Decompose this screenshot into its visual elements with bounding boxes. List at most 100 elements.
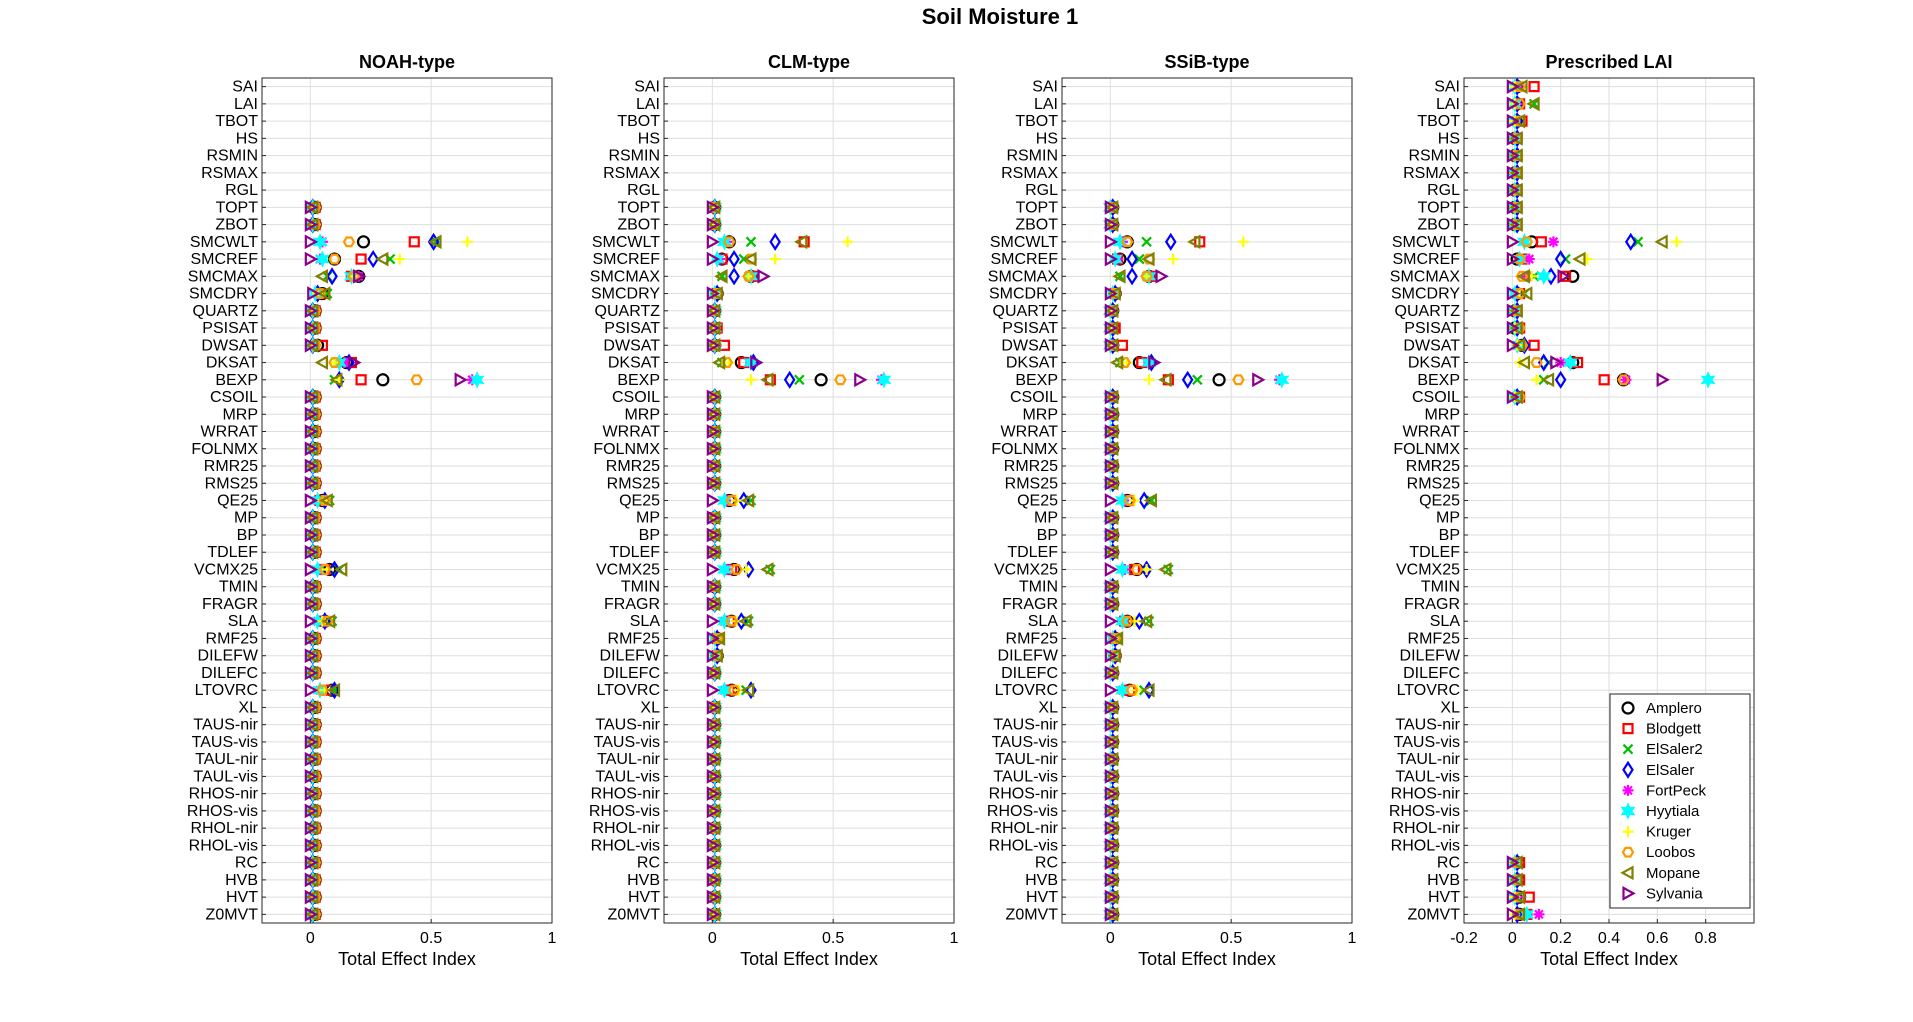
y-tick-label-wrrat: WRRAT: [603, 424, 661, 441]
y-tick-label-taus-nir: TAUS-nir: [595, 717, 660, 734]
point-sylvania-smcmax: [353, 268, 367, 284]
data-points: [1102, 198, 1290, 924]
y-tick-label-taul-nir: TAUL-nir: [597, 751, 660, 768]
x-axis-label: Total Effect Index: [1138, 949, 1276, 969]
x-tick-label: 0.5: [1220, 930, 1242, 947]
point-sylvania-topt: [1104, 199, 1119, 215]
point-mopane-dksat: [1516, 355, 1531, 370]
point-elsaler2-bexp: [794, 374, 805, 386]
point-sylvania-smcdry: [706, 286, 721, 301]
point-mopane-sla: [321, 613, 336, 629]
y-tick-label-smcdry: SMCDRY: [591, 286, 660, 303]
y-tick-label-ltovrc: LTOVRC: [1397, 682, 1460, 699]
y-tick-label-topt: TOPT: [618, 199, 661, 216]
y-tick-label-psisat: PSISAT: [1404, 320, 1460, 337]
point-sylvania-rhol-vis: [706, 838, 721, 853]
y-tick-label-rhol-vis: RHOL-vis: [1391, 837, 1460, 854]
point-blodgett-smcref: [355, 253, 367, 265]
point-sylvania-rms25: [1104, 475, 1119, 491]
point-loobos-smcwlt: [1120, 236, 1134, 248]
y-tick-label-mrp: MRP: [1022, 406, 1058, 423]
y-tick-label-dilefw: DILEFW: [198, 648, 259, 665]
y-tick-label-folnmx: FOLNMX: [191, 441, 258, 458]
y-tick-label-rsmin: RSMIN: [206, 148, 258, 165]
y-tick-label-sai: SAI: [1032, 79, 1058, 96]
point-mopane-dilefw: [709, 648, 723, 664]
y-tick-label-ltovrc: LTOVRC: [995, 682, 1058, 699]
x-tick-label: 0.6: [1646, 930, 1668, 947]
point-sylvania-mrp: [1104, 406, 1119, 422]
point-fortpeck-smcref: [1523, 253, 1535, 265]
point-mopane-smcref: [1141, 251, 1155, 267]
point-blodgett-bexp: [355, 374, 367, 386]
point-loobos-dksat: [1118, 357, 1132, 368]
point-hyytiala-smcref: [314, 250, 330, 268]
y-tick-label-z0mvt: Z0MVT: [1408, 906, 1461, 923]
y-tick-label-rhos-vis: RHOS-vis: [987, 803, 1058, 820]
y-tick-label-xl: XL: [238, 699, 258, 716]
y-tick-label-bexp: BEXP: [617, 372, 660, 389]
legend-label-hyytiala: Hyytiala: [1646, 803, 1700, 820]
y-tick-label-sla: SLA: [1028, 613, 1059, 630]
y-tick-label-bexp: BEXP: [215, 372, 258, 389]
point-sylvania-ltovrc: [304, 682, 319, 698]
chart-panel-ssib-type: SSiB-type SAILAITBOTHSRSMINRSMAXRGLTOPTZB…: [987, 52, 1357, 969]
point-mopane-smcdry: [1107, 286, 1121, 301]
point-mopane-smcmax: [714, 268, 728, 284]
point-hyytiala-smcwlt: [312, 233, 328, 251]
x-axis-label: Total Effect Index: [740, 949, 878, 969]
point-sylvania-fragr: [304, 596, 319, 612]
point-sylvania-taus-nir: [304, 717, 319, 733]
point-sylvania-hvt: [1104, 889, 1119, 905]
panel-title: CLM-type: [768, 52, 850, 72]
y-tick-label-bp: BP: [1439, 527, 1460, 544]
x-tick-label: 0.8: [1695, 930, 1717, 947]
point-loobos-sla: [725, 615, 738, 627]
point-mopane-dwsat: [1511, 337, 1526, 353]
y-tick-label-rsmax: RSMAX: [201, 165, 258, 182]
point-sylvania-rmf25: [1104, 631, 1119, 646]
data-points: [304, 198, 485, 924]
point-sylvania-smcwlt: [706, 234, 721, 250]
point-kruger-sla: [1129, 615, 1140, 627]
y-tick-label-zbot: ZBOT: [1015, 217, 1058, 234]
point-sylvania-smcwlt: [1506, 234, 1521, 250]
point-sylvania-quartz: [1506, 303, 1521, 319]
legend-label-fortpeck: FortPeck: [1646, 782, 1707, 799]
point-sylvania-rhol-vis: [304, 838, 319, 853]
y-tick-label-ltovrc: LTOVRC: [195, 682, 258, 699]
y-tick-label-rmr25: RMR25: [606, 458, 660, 475]
point-mopane-vcmx25: [333, 562, 348, 577]
point-elsaler2-qe25: [1146, 495, 1157, 506]
y-tick-label-dilefw: DILEFW: [998, 648, 1059, 665]
point-sylvania-taus-vis: [1104, 734, 1119, 750]
point-amplero-smcwlt: [356, 235, 371, 249]
point-loobos-smcwlt: [722, 236, 736, 248]
point-mopane-smcwlt: [428, 234, 442, 250]
point-mopane-sai: [1514, 79, 1528, 94]
y-tick-label-rsmax: RSMAX: [1403, 165, 1460, 182]
point-sylvania-folnmx: [706, 441, 721, 457]
point-fortpeck-bexp: [1620, 374, 1632, 386]
y-tick-label-rmr25: RMR25: [1004, 458, 1058, 475]
y-tick-label-hvb: HVB: [1025, 872, 1058, 889]
point-hyytiala-bexp: [876, 371, 892, 389]
point-sylvania-smcmax: [1155, 268, 1169, 284]
y-tick-label-z0mvt: Z0MVT: [206, 906, 259, 923]
y-tick-label-rc: RC: [235, 855, 258, 872]
y-tick-label-hs: HS: [1438, 130, 1460, 147]
point-sylvania-rsmax: [1506, 165, 1521, 181]
x-tick-label: 0: [306, 930, 315, 947]
y-tick-label-lai: LAI: [234, 96, 258, 113]
point-blodgett-bexp: [1598, 374, 1610, 386]
point-sylvania-dilefw: [706, 648, 721, 664]
y-tick-label-mrp: MRP: [222, 406, 258, 423]
y-tick-label-smcmax: SMCMAX: [988, 268, 1059, 285]
point-sylvania-topt: [304, 199, 319, 215]
point-sylvania-zbot: [706, 217, 721, 232]
point-elsaler2-smcmax: [1114, 271, 1126, 282]
point-sylvania-zbot: [304, 217, 319, 232]
y-tick-label-zbot: ZBOT: [617, 217, 660, 234]
y-tick-label-sla: SLA: [228, 613, 259, 630]
point-blodgett-sai: [1528, 81, 1540, 93]
